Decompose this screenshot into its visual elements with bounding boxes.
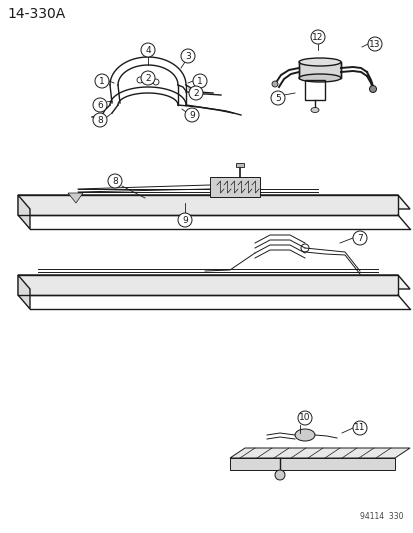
Polygon shape <box>230 448 409 458</box>
Polygon shape <box>18 275 30 309</box>
Text: 4: 4 <box>145 45 150 54</box>
Circle shape <box>180 49 195 63</box>
Text: 10: 10 <box>299 414 310 423</box>
Text: 8: 8 <box>112 176 118 185</box>
Circle shape <box>141 43 154 57</box>
Ellipse shape <box>298 74 340 82</box>
Polygon shape <box>68 193 83 203</box>
Polygon shape <box>18 275 397 295</box>
Text: 3: 3 <box>185 52 190 61</box>
Ellipse shape <box>294 429 314 441</box>
Polygon shape <box>230 458 394 470</box>
Text: 11: 11 <box>354 424 365 432</box>
Circle shape <box>310 30 324 44</box>
Text: 2: 2 <box>193 88 198 98</box>
Circle shape <box>369 85 375 93</box>
Circle shape <box>274 470 284 480</box>
Polygon shape <box>18 275 409 289</box>
Circle shape <box>352 421 366 435</box>
Text: 1: 1 <box>197 77 202 85</box>
Circle shape <box>178 213 192 227</box>
Text: 94114  330: 94114 330 <box>360 512 403 521</box>
Text: 12: 12 <box>311 33 323 42</box>
Circle shape <box>108 174 122 188</box>
Polygon shape <box>18 195 409 209</box>
Circle shape <box>189 86 202 100</box>
Ellipse shape <box>298 58 340 66</box>
Text: 2: 2 <box>145 74 150 83</box>
Text: 9: 9 <box>182 215 188 224</box>
Circle shape <box>93 98 107 112</box>
Text: 5: 5 <box>275 93 280 102</box>
Circle shape <box>271 81 277 87</box>
Circle shape <box>185 108 199 122</box>
Text: 1: 1 <box>99 77 104 85</box>
Polygon shape <box>18 195 397 215</box>
Circle shape <box>95 74 109 88</box>
FancyBboxPatch shape <box>298 62 340 78</box>
Text: 9: 9 <box>189 110 195 119</box>
Circle shape <box>141 71 154 85</box>
Text: 8: 8 <box>97 116 102 125</box>
Text: 7: 7 <box>356 233 362 243</box>
Text: 6: 6 <box>97 101 102 109</box>
Circle shape <box>271 91 284 105</box>
Polygon shape <box>18 195 30 229</box>
Text: 14-330A: 14-330A <box>7 7 65 21</box>
Circle shape <box>352 231 366 245</box>
FancyBboxPatch shape <box>235 163 243 167</box>
Circle shape <box>367 37 381 51</box>
FancyBboxPatch shape <box>209 177 259 197</box>
Circle shape <box>93 113 107 127</box>
Text: 13: 13 <box>368 39 380 49</box>
Ellipse shape <box>310 108 318 112</box>
Circle shape <box>297 411 311 425</box>
Circle shape <box>192 74 206 88</box>
